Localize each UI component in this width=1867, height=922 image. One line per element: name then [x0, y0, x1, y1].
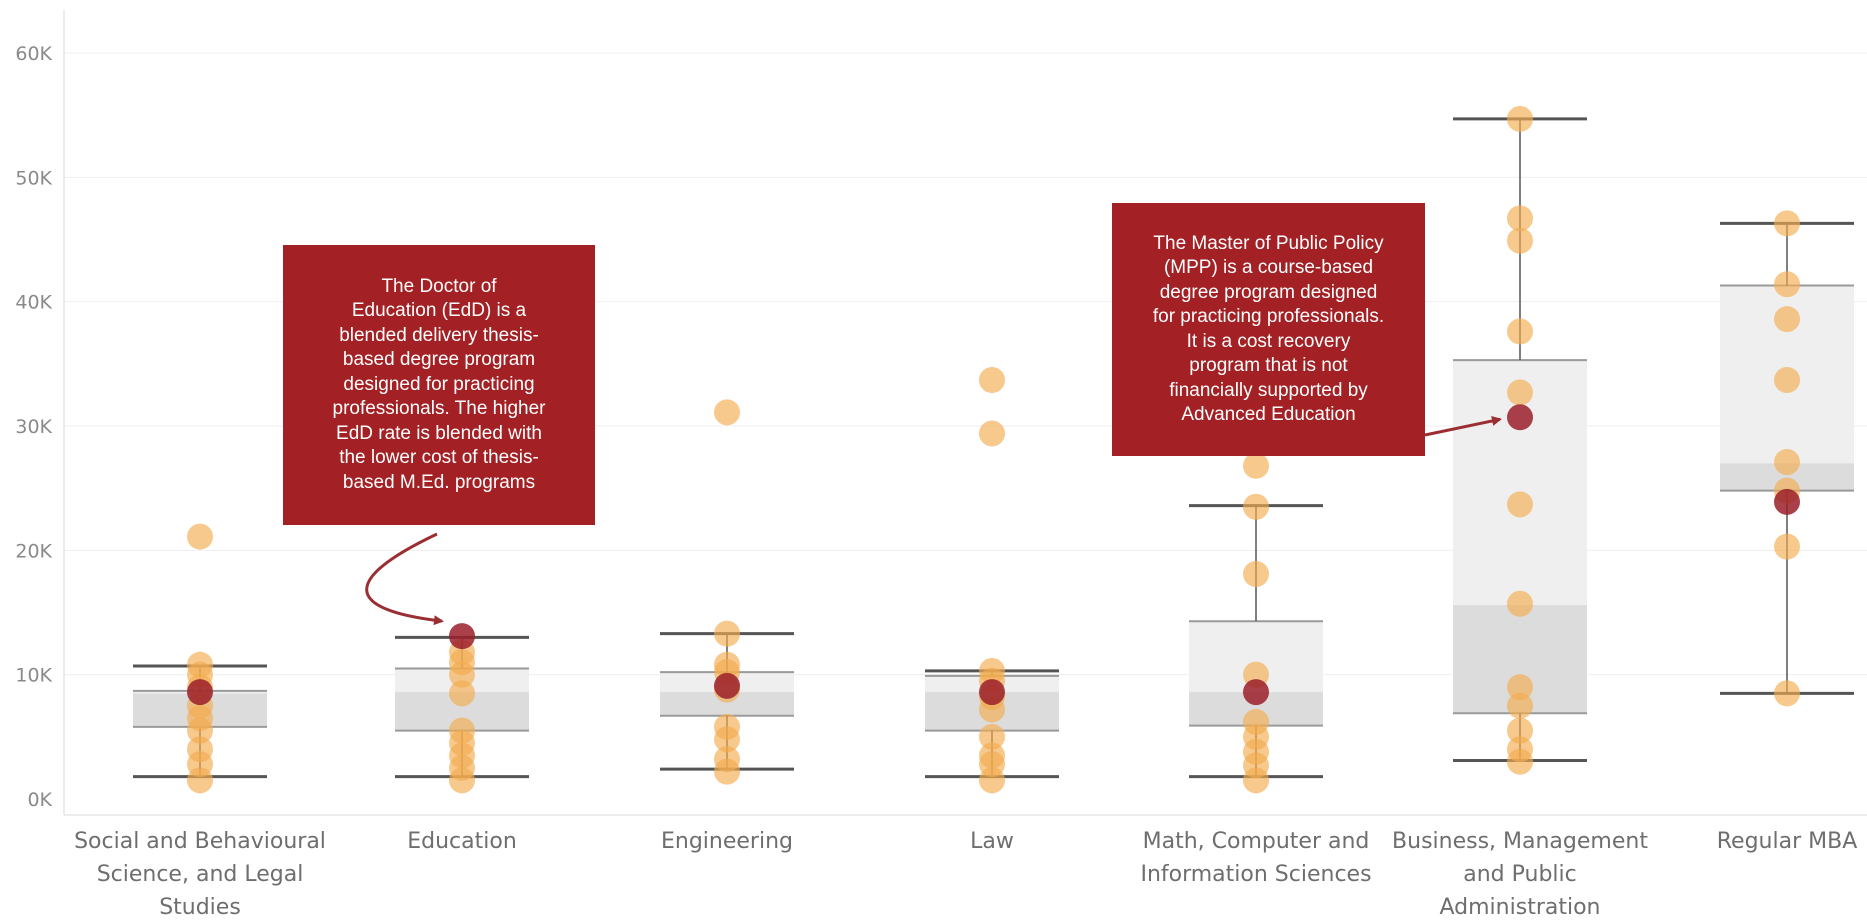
data-point — [449, 680, 475, 707]
mpp-annotation-line: degree program designed — [1159, 281, 1378, 303]
data-point — [1507, 590, 1533, 617]
y-tick-label: 40K — [15, 292, 52, 314]
mpp-callout-arrow — [1424, 416, 1502, 437]
edd-annotation-line: the lower cost of thesis- — [339, 447, 539, 469]
edd-annotation-callout: The Doctor of Education (EdD) is a blend… — [283, 245, 595, 525]
highlighted-point — [714, 672, 740, 699]
data-point — [714, 746, 740, 773]
data-point — [1507, 692, 1533, 719]
data-point — [979, 723, 1005, 750]
edd-annotation-line: based M.Ed. programs — [342, 471, 536, 493]
mpp-annotation-line: (MPP) is a course-based — [1163, 257, 1374, 278]
data-point — [1507, 318, 1533, 345]
edd-annotation-line: EdD rate is blended with — [336, 422, 542, 444]
data-point — [979, 366, 1005, 393]
data-point — [1507, 491, 1533, 518]
x-category-label: Education — [407, 829, 517, 854]
x-category-label: Business, Management — [1392, 829, 1648, 854]
mpp-annotation-line: The Master of Public Policy — [1153, 232, 1384, 254]
data-point — [979, 420, 1005, 447]
mpp-annotation-callout: The Master of Public Policy (MPP) is a c… — [1112, 203, 1425, 456]
x-axis-category-labels: Social and Behavioural Science, and Legal… — [74, 829, 1857, 920]
data-point — [1774, 210, 1800, 237]
edd-callout-arrow — [365, 532, 444, 626]
data-point — [979, 657, 1005, 684]
mpp-annotation-line: It is a cost recovery — [1186, 330, 1351, 352]
data-point — [1507, 227, 1533, 254]
data-point — [1507, 105, 1533, 132]
x-category-label: Law — [970, 829, 1014, 854]
highlighted-point — [1774, 488, 1800, 515]
data-point — [1243, 708, 1269, 735]
data-point — [1774, 449, 1800, 476]
x-category-label: Studies — [159, 895, 241, 920]
data-point — [187, 523, 213, 550]
x-category-label: Regular MBA — [1717, 829, 1858, 854]
x-category-label: Social and Behavioural — [74, 829, 326, 854]
y-tick-label: 20K — [15, 540, 52, 562]
mpp-annotation-line: financially supported by — [1169, 379, 1368, 401]
data-point — [714, 713, 740, 740]
highlighted-point — [187, 679, 213, 706]
x-category-label: Administration — [1440, 895, 1601, 920]
edd-annotation-line: based degree program — [342, 349, 536, 371]
x-category-label: Engineering — [661, 829, 793, 854]
data-point — [1774, 306, 1800, 333]
data-point — [979, 742, 1005, 769]
data-point — [714, 399, 740, 426]
x-category-label: and Public — [1463, 862, 1577, 887]
y-tick-label: 60K — [15, 43, 52, 65]
edd-annotation-line: The Doctor of — [381, 275, 497, 297]
mpp-annotation-line: for practicing professionals. — [1152, 306, 1385, 327]
callout-arrows — [365, 416, 1502, 626]
data-point — [1774, 680, 1800, 707]
highlighted-point — [979, 679, 1005, 706]
highlighted-point — [1243, 679, 1269, 706]
data-point — [1507, 717, 1533, 744]
highlighted-point — [1507, 404, 1533, 431]
data-point — [449, 717, 475, 744]
edd-annotation-line: designed for practicing — [343, 373, 535, 395]
highlighted-point — [449, 623, 475, 650]
y-tick-label: 50K — [15, 167, 52, 189]
edd-annotation-line: blended delivery thesis- — [339, 324, 539, 346]
data-point — [1774, 366, 1800, 393]
edd-annotation-line: professionals. The higher — [332, 398, 546, 420]
data-point — [1507, 674, 1533, 701]
data-point — [1507, 379, 1533, 406]
mpp-annotation-line: Advanced Education — [1181, 404, 1356, 425]
x-category-label: Math, Computer and — [1143, 829, 1370, 854]
data-point — [1774, 533, 1800, 560]
data-point — [187, 651, 213, 678]
data-point — [714, 651, 740, 678]
data-point — [187, 736, 213, 763]
data-point — [1507, 736, 1533, 763]
data-point — [1243, 452, 1269, 479]
data-points — [187, 105, 1800, 794]
y-axis: 0K 10K 20K 30K 40K 50K 60K — [15, 10, 1867, 816]
y-tick-label: 30K — [15, 416, 52, 438]
mpp-annotation-line: program that is not — [1189, 355, 1348, 376]
data-point — [1507, 205, 1533, 232]
x-category-label: Information Sciences — [1140, 862, 1371, 887]
data-point — [714, 620, 740, 647]
data-point — [1243, 493, 1269, 520]
y-tick-label: 0K — [27, 789, 52, 811]
data-point — [1243, 560, 1269, 587]
y-tick-label: 10K — [15, 665, 52, 687]
edd-annotation-line: Education (EdD) is a — [351, 300, 527, 322]
box-lower-half — [660, 692, 794, 716]
boxes — [133, 117, 1854, 779]
data-point — [1774, 271, 1800, 298]
x-category-label: Science, and Legal — [97, 862, 304, 887]
